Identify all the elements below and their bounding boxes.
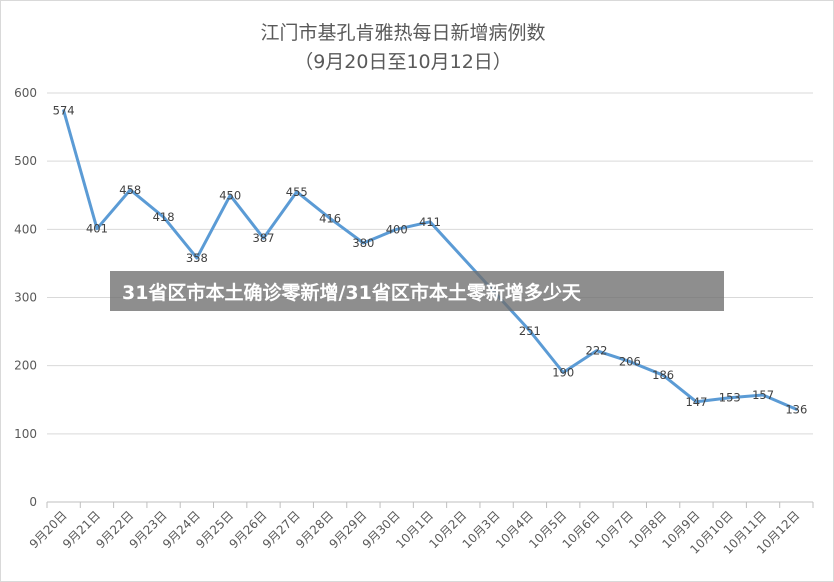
data-label: 458 — [119, 183, 141, 197]
data-label: 190 — [552, 365, 574, 379]
data-label: 401 — [86, 222, 108, 236]
y-tick-label: 100 — [14, 427, 37, 441]
y-tick-label: 0 — [29, 495, 37, 509]
data-label: 380 — [352, 236, 374, 250]
data-label: 206 — [619, 355, 641, 369]
y-tick-label: 600 — [14, 86, 37, 100]
chart-title: 江门市基孔肯雅热每日新增病例数 — [260, 22, 545, 44]
data-label: 186 — [652, 368, 674, 382]
overlay-banner: 31省区市本土确诊零新增/31省区市本土零新增多少天 — [110, 271, 724, 311]
data-label: 450 — [219, 188, 241, 202]
grid-lines — [47, 92, 813, 435]
y-tick-label: 300 — [14, 291, 37, 305]
data-label: 153 — [719, 391, 741, 405]
data-label: 416 — [319, 211, 341, 225]
data-label: 157 — [752, 388, 774, 402]
y-tick-label: 200 — [14, 359, 37, 373]
data-labels: 574 401 458 418 358 450 387 455 416 380 400 411 251 1… — [53, 104, 808, 417]
data-label: 387 — [253, 231, 275, 245]
data-label: 147 — [685, 395, 707, 409]
data-label: 411 — [419, 215, 441, 229]
x-axis: 9月20日9月21日9月22日9月23日9月24日9月25日9月26日9月27日… — [27, 501, 814, 557]
series-polyline — [62, 109, 798, 411]
data-label: 136 — [785, 402, 807, 416]
data-label: 455 — [286, 185, 308, 199]
y-tick-label: 400 — [14, 222, 37, 236]
banner-text: 31省区市本土确诊零新增/31省区市本土零新增多少天 — [122, 282, 581, 304]
y-axis: 0 100 200 300 400 500 600 — [14, 86, 37, 509]
data-label: 251 — [519, 324, 541, 338]
series-line — [62, 109, 798, 411]
data-label: 574 — [53, 104, 75, 118]
chart-subtitle: （9月20日至10月12日） — [294, 51, 512, 73]
data-label: 358 — [186, 251, 208, 265]
data-label: 418 — [153, 210, 175, 224]
data-label: 400 — [386, 222, 408, 236]
y-tick-label: 500 — [14, 154, 37, 168]
data-label: 222 — [586, 344, 608, 358]
